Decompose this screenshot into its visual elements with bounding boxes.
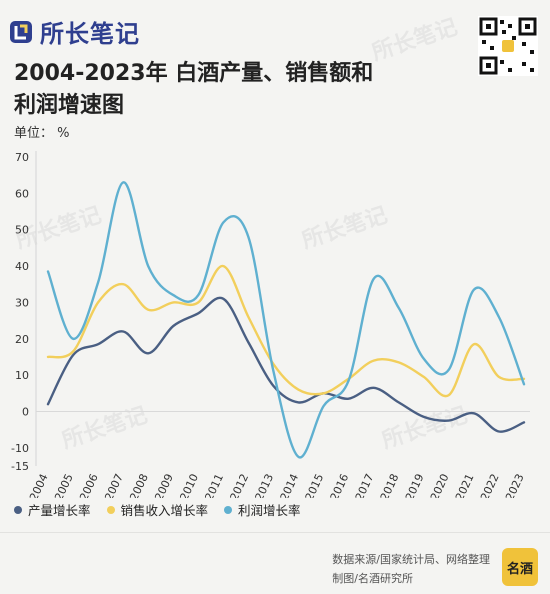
y-tick-label: 10 <box>15 369 29 382</box>
footer-logo: 名酒 <box>502 548 538 586</box>
x-tick-label: 2011 <box>202 472 226 498</box>
y-tick-label: 50 <box>15 224 29 237</box>
source-line-1: 数据来源/国家统计局、网络整理 <box>332 553 490 566</box>
x-tick-label: 2018 <box>378 472 402 498</box>
legend-label: 产量增长率 <box>28 503 91 518</box>
footer-divider <box>0 532 550 533</box>
x-tick-label: 2023 <box>503 472 527 498</box>
legend-label: 销售收入增长率 <box>120 503 209 518</box>
legend-item-sales: 销售收入增长率 <box>106 500 209 519</box>
source-line-2: 制图/名酒研究所 <box>332 572 413 585</box>
y-tick-label: 70 <box>15 151 29 164</box>
footer-logo-text: 名酒 <box>506 561 533 577</box>
y-tick-label: -10 <box>11 442 29 455</box>
chart-title-line-2: 利润增速图 <box>14 93 125 118</box>
chart-legend: 产量增长率 销售收入增长率 利润增长率 <box>14 500 301 519</box>
legend-item-profit: 利润增长率 <box>224 500 301 519</box>
y-tick-label: 20 <box>15 333 29 346</box>
y-tick-label: 60 <box>15 187 29 200</box>
y-tick-label: 40 <box>15 260 29 273</box>
x-tick-label: 2009 <box>152 472 176 498</box>
x-tick-label: 2016 <box>328 472 352 498</box>
x-tick-label: 2010 <box>177 472 201 498</box>
unit-label: 单位： % <box>14 126 70 141</box>
x-tick-label: 2013 <box>253 472 277 498</box>
chart-title: 2004-2023年 白酒产量、销售额和 利润增速图 <box>14 58 434 122</box>
sales-line <box>46 264 526 398</box>
brand-logo: 所长笔记 <box>8 14 140 49</box>
legend-dot <box>224 505 233 514</box>
x-tick-label: 2006 <box>77 472 101 498</box>
legend-item-production: 产量增长率 <box>14 500 91 519</box>
x-tick-label: 2007 <box>102 472 126 498</box>
x-tick-label: 2022 <box>478 472 502 498</box>
brand-mark-icon <box>10 20 32 43</box>
x-tick-label: 2004 <box>27 472 51 498</box>
x-tick-label: 2017 <box>353 472 377 498</box>
production-line <box>46 296 526 433</box>
data-source: 数据来源/国家统计局、网络整理 制图/名酒研究所 <box>332 550 490 588</box>
brand-name: 所长笔记 <box>40 20 140 48</box>
x-tick-label: 2021 <box>453 472 477 498</box>
x-tick-label: 2019 <box>403 472 427 498</box>
y-tick-label: -15 <box>11 460 29 473</box>
legend-dot <box>14 505 22 514</box>
legend-dot <box>106 505 115 514</box>
x-tick-label: 2008 <box>127 472 151 498</box>
y-tick-label: 0 <box>22 405 29 418</box>
x-tick-label: 2012 <box>228 472 252 498</box>
x-tick-label: 2015 <box>303 472 327 498</box>
y-tick-label: 30 <box>15 296 29 309</box>
legend-label: 利润增长率 <box>238 503 301 518</box>
chart-title-line-1: 2004-2023年 白酒产量、销售额和 <box>14 61 374 86</box>
x-tick-label: 2020 <box>428 472 452 498</box>
x-tick-label: 2014 <box>278 472 302 498</box>
qr-code-icon[interactable] <box>478 16 538 76</box>
x-tick-label: 2005 <box>52 472 76 498</box>
profit-line <box>46 181 526 459</box>
